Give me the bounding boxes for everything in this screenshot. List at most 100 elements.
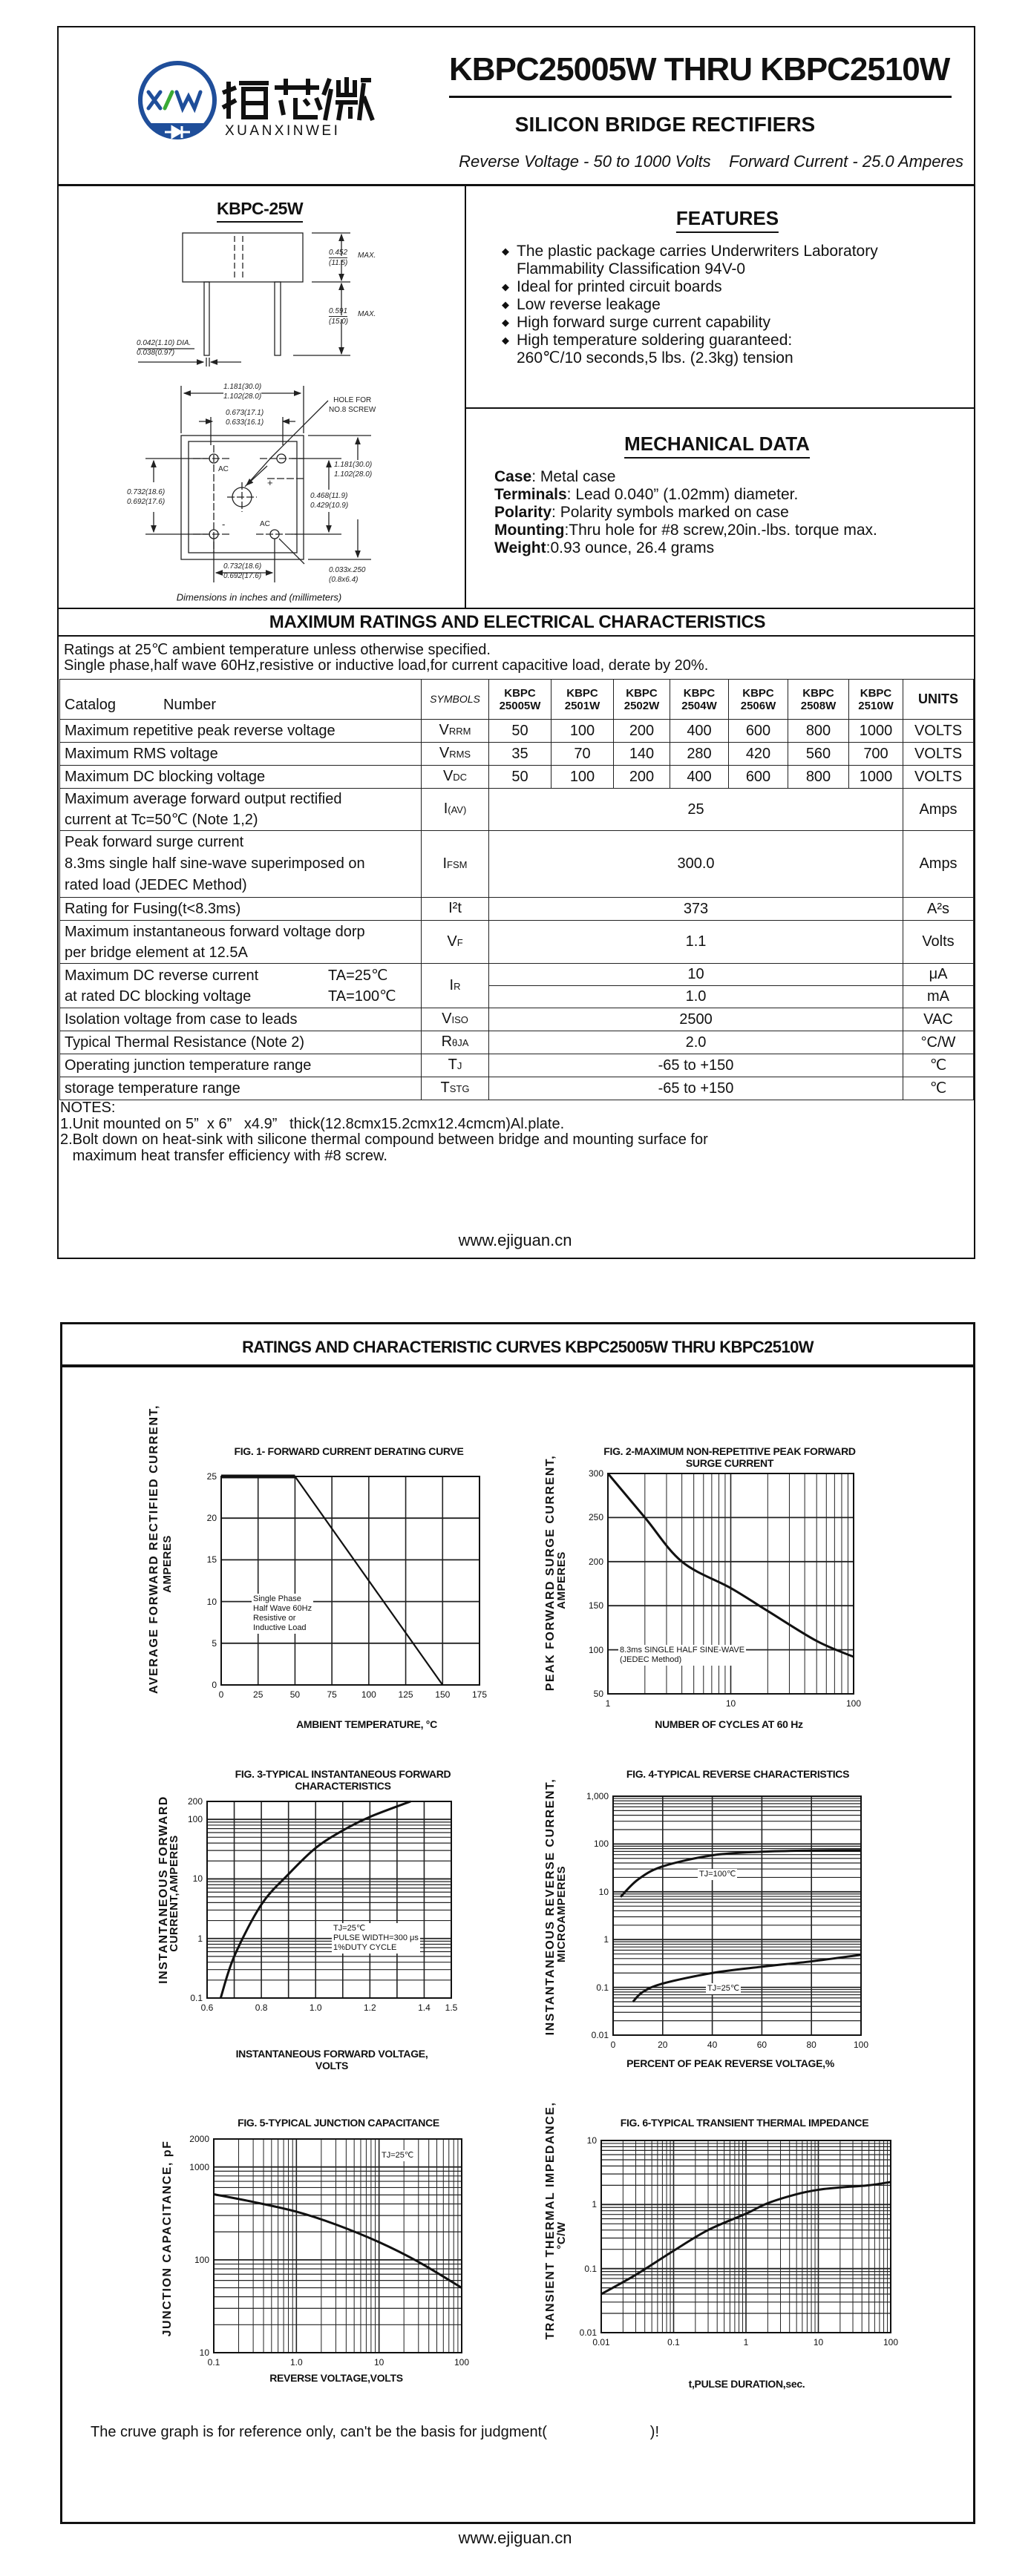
note-line: maximum heat transfer efficiency with #8… (60, 1147, 387, 1164)
mechanical-item: Terminals: Lead 0.040” (1.02mm) diameter… (494, 486, 877, 504)
plot-frame (600, 2140, 891, 2333)
mechanical-item: Polarity: Polarity symbols marked on cas… (494, 504, 877, 522)
mechanical-item: Weight:0.93 ounce, 26.4 grams (494, 539, 877, 557)
value-cell: 100 (551, 719, 614, 743)
x-tick-label: 0 (610, 2040, 616, 2050)
company-logo (138, 61, 375, 139)
description-line: Rating for Fusing(t<8.3ms) (65, 898, 416, 919)
dim-value: 0.633(16.1) (226, 418, 264, 427)
bullet-diamond-icon: ◆ (502, 281, 509, 292)
series-curve (213, 2193, 462, 2289)
dim-value: 0.452 (329, 249, 348, 258)
y-tick-label: 10 (206, 1596, 217, 1607)
annotation-line: TJ=25℃ (382, 2151, 414, 2160)
part-series: KBPC (683, 686, 716, 700)
symbol-cell: VRMS (421, 742, 489, 766)
x-tick-label: 100 (454, 2357, 470, 2368)
symbols-header: SYMBOLS (421, 679, 489, 720)
curves-title-divider (60, 1364, 975, 1367)
annotation-line: Single Phase (253, 1594, 301, 1603)
symbol-main: T (440, 1080, 450, 1096)
condition-line: Single phase,half wave 60Hz,resistive or… (64, 657, 709, 674)
description-line: Operating junction temperature range (65, 1055, 416, 1076)
plot-frame (220, 1476, 480, 1686)
figure-annotation: TJ=25℃ (380, 2150, 416, 2161)
plot-frame (612, 1795, 862, 2036)
parameter-description: Maximum average forward output rectified… (59, 788, 422, 831)
figure-title: FIG. 1- FORWARD CURRENT DERATING CURVE (234, 1445, 464, 1457)
description-text: Maximum DC blocking voltage (65, 769, 266, 785)
x-axis-title: REVERSE VOLTAGE,VOLTS (269, 2372, 403, 2384)
annotation-line: Half Wave 60Hz (253, 1604, 312, 1613)
mechanical-value: :0.93 ounce, 26.4 grams (546, 539, 715, 556)
table-row: Maximum RMS voltage VRMS 35 70 140 280 420 560 7… (59, 742, 974, 766)
symbol-subscript: STG (449, 1083, 470, 1094)
forward-current-summary: Forward Current - 25.0 Amperes (729, 152, 963, 171)
x-tick-label: 50 (289, 1689, 301, 1700)
figure-title: FIG. 3-TYPICAL INSTANTANEOUS FORWARD (235, 1768, 451, 1780)
symbol-main: V (442, 768, 454, 784)
ratings-title: MAXIMUM RATINGS AND ELECTRICAL CHARACTER… (269, 612, 766, 632)
logo-wordmark: XUANXINWEI (225, 123, 341, 139)
ratings-table: Catalog Number SYMBOLS KBPC 25005W KBPC 2501W K… (59, 679, 974, 1100)
dim-value: 1.181(30.0) (223, 383, 262, 391)
annotation-line: Resistive or (253, 1614, 296, 1623)
parameter-description: Maximum repetitive peak reverse voltage (59, 719, 422, 743)
condition-text: TA=25℃ (328, 967, 388, 984)
unit-cell: VOLTS (903, 765, 974, 789)
description-line: Peak forward surge current (65, 832, 416, 853)
dim-value: 0.732(18.6) (223, 562, 262, 571)
part-series: KBPC (742, 686, 774, 700)
symbol-main: V (442, 1011, 452, 1027)
value-cell: -65 to +150 (488, 1077, 903, 1100)
datasheet-page-1 (57, 26, 975, 1259)
symbol-main: T (448, 1057, 457, 1073)
mechanical-title: MECHANICAL DATA (624, 433, 810, 459)
figure-title: SURGE CURRENT (685, 1457, 774, 1469)
unit-cell: ℃ (903, 1054, 974, 1077)
symbol-main: I (443, 801, 448, 817)
table-row: Maximum instantaneous forward voltage do… (59, 920, 974, 964)
description-text: rated load (JEDEC Method) (65, 877, 247, 893)
part-suffix: 2504W (681, 699, 717, 712)
part-number-header: KBPC 2504W (670, 679, 729, 720)
dim-height-outer: 1.181(30.0) 1.102(28.0) (334, 460, 373, 479)
table-row: Maximum DC reverse current TA=25℃ at rated… (59, 963, 974, 1008)
y-tick-label: 150 (588, 1600, 603, 1611)
y-axis-title: CURRENT,AMPERES (168, 1835, 180, 1952)
x-tick-label: 1 (605, 1698, 611, 1709)
value-cell: 800 (788, 719, 849, 743)
series-curve (619, 1849, 862, 1898)
plot-area (213, 2138, 462, 2353)
value-cell: 200 (613, 765, 670, 789)
footer-url[interactable]: www.ejiguan.cn (458, 2529, 572, 2547)
x-tick-label: 1.4 (418, 2002, 431, 2013)
table-row: Rating for Fusing(t<8.3ms) I²t 373 A²s (59, 897, 974, 921)
part-suffix: 2506W (740, 699, 776, 712)
value-cell: 1.0 (488, 985, 903, 1008)
y-tick-label: 0.1 (190, 1993, 203, 2003)
condition-line: Ratings at 25℃ ambient temperature unles… (64, 642, 491, 658)
y-axis-title: AVERAGE FORWARD RECTIFIED CURRENT, (148, 1404, 160, 1694)
dim-pin-left: 0.732(18.6) 0.692(17.6) (127, 487, 166, 507)
x-tick-label: 25 (253, 1689, 264, 1700)
description-line: Maximum DC blocking voltage (65, 766, 416, 787)
value-cell: 25 (488, 788, 903, 831)
feature-text: Ideal for printed circuit boards (517, 278, 722, 295)
value-cell: 2.0 (488, 1031, 903, 1054)
symbol-subscript: RRM (448, 726, 471, 737)
feature-item: ◆ High forward surge current capability (502, 314, 878, 332)
symbol-cell: VDC (421, 765, 489, 789)
pin-ac-label: AC (260, 520, 270, 528)
description-text: Maximum average forward output rectified (65, 791, 342, 807)
footer-url[interactable]: www.ejiguan.cn (458, 1231, 572, 1249)
pin-minus-label: - (222, 519, 226, 530)
dim-width-outer: 1.181(30.0) 1.102(28.0) (223, 382, 262, 401)
y-tick-label: 0 (212, 1680, 217, 1690)
note-line: NOTES: (60, 1100, 116, 1116)
value-cell: 560 (788, 742, 849, 766)
figure-annotation: TJ=100℃ (698, 1869, 738, 1880)
mechanical-value: : Polarity symbols marked on case (551, 504, 789, 521)
package-name: KBPC-25W (217, 199, 304, 223)
y-axis-title: JUNCTION CAPACITANCE, pF (161, 2140, 174, 2337)
